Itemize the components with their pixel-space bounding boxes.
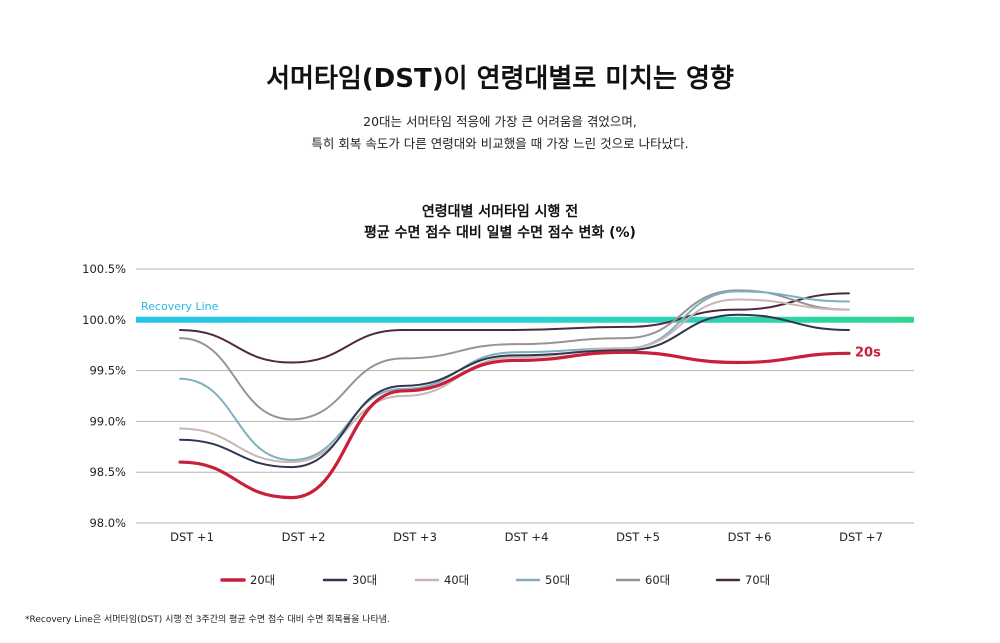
x-tick-label: DST +3 [393, 530, 437, 544]
series-line-40대 [179, 298, 850, 464]
y-tick-label: 100.5% [82, 262, 126, 276]
chart-title-line-2: 평균 수면 점수 대비 일별 수면 점수 변화 (%) [364, 225, 636, 241]
x-tick-label: DST +1 [170, 530, 214, 544]
series-line-50대 [179, 290, 850, 462]
x-axis-ticks: DST +1 DST +2 DST +3 DST +4 DST +5 DST +6 DST … [170, 530, 883, 544]
footnote: *Recovery Line은 서머타임(DST) 시행 전 3주간의 평균 수… [25, 615, 390, 625]
legend-label: 60대 [645, 573, 670, 587]
legend-label: 50대 [545, 573, 570, 587]
x-tick-label: DST +4 [505, 530, 549, 544]
legend: 20대 30대 40대 50대 60대 70대 [220, 573, 770, 587]
y-tick-label: 99.5% [89, 364, 126, 378]
y-axis-ticks: 100.5% 100.0% 99.5% 99.0% 98.5% 98.0% [82, 262, 126, 530]
series-line-30대 [179, 313, 850, 469]
series-line-20대 [178, 350, 851, 500]
legend-label: 20대 [250, 573, 275, 587]
grid-lines [136, 268, 914, 524]
subtitle-line-2: 특히 회복 속도가 다른 연령대와 비교했을 때 가장 느린 것으로 나타났다. [311, 136, 689, 151]
series-lines: 20s [178, 289, 881, 500]
series-line-70대 [179, 292, 850, 364]
recovery-line [136, 316, 914, 323]
x-tick-label: DST +6 [728, 530, 772, 544]
y-tick-label: 98.0% [89, 516, 126, 530]
recovery-line-group: Recovery Line [136, 300, 914, 323]
page-title: 서머타임(DST)이 연령대별로 미치는 영향 [266, 64, 734, 94]
legend-label: 30대 [352, 573, 377, 587]
series-end-label: 20s [855, 345, 881, 360]
x-tick-label: DST +2 [282, 530, 326, 544]
chart-title-line-1: 연령대별 서머타임 시행 전 [421, 204, 579, 220]
y-tick-label: 98.5% [89, 465, 126, 479]
x-tick-label: DST +7 [839, 530, 883, 544]
x-tick-label: DST +5 [616, 530, 660, 544]
y-tick-label: 100.0% [82, 313, 126, 327]
series-line-60대 [179, 289, 850, 421]
subtitle-line-1: 20대는 서머타임 적응에 가장 큰 어려움을 겪었으며, [363, 114, 637, 129]
recovery-line-label: Recovery Line [141, 300, 219, 313]
y-tick-label: 99.0% [89, 414, 126, 428]
legend-label: 40대 [444, 573, 469, 587]
legend-label: 70대 [745, 573, 770, 587]
